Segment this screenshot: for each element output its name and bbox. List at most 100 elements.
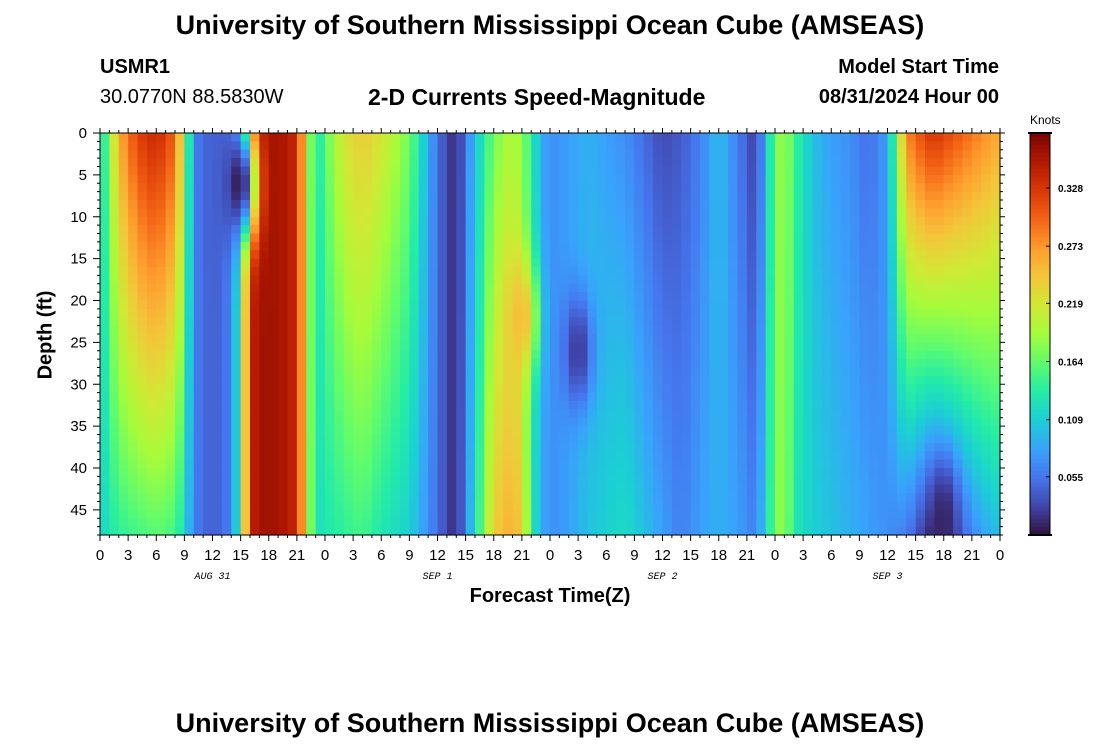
heatmap-cell — [193, 166, 204, 176]
heatmap-cell — [718, 518, 729, 528]
heatmap-cell — [784, 442, 795, 452]
heatmap-cell — [821, 275, 832, 285]
heatmap-cell — [990, 174, 1001, 184]
heatmap-cell — [625, 241, 635, 251]
heatmap-cell — [278, 493, 289, 503]
heatmap-cell — [606, 208, 617, 218]
heatmap-cell — [503, 183, 514, 193]
heatmap-cell — [615, 250, 626, 260]
heatmap-cell — [606, 216, 617, 226]
heatmap-cell — [943, 509, 954, 519]
heatmap-cell — [484, 484, 495, 494]
heatmap-cell — [259, 367, 270, 377]
heatmap-cell — [606, 317, 617, 327]
heatmap-cell — [400, 484, 410, 494]
heatmap-cell — [681, 133, 692, 142]
heatmap-cell — [850, 501, 860, 511]
heatmap-cell — [784, 375, 795, 385]
x-tick-label: 0 — [96, 547, 104, 564]
heatmap-cell — [793, 292, 804, 302]
heatmap-cell — [325, 476, 335, 486]
heatmap-cell — [100, 367, 110, 377]
x-tick-label: 15 — [232, 547, 249, 564]
heatmap-cell — [887, 233, 898, 243]
heatmap-cell — [615, 183, 626, 193]
heatmap-cell — [587, 208, 598, 218]
heatmap-cell — [221, 359, 232, 369]
heatmap-cell — [362, 526, 373, 536]
heatmap-cell — [240, 258, 251, 268]
heatmap-cell — [578, 216, 589, 226]
heatmap-cell — [775, 468, 785, 477]
heatmap-cell — [540, 417, 551, 427]
heatmap-cell — [512, 526, 523, 536]
heatmap-cell — [118, 392, 129, 402]
heatmap-cell — [690, 509, 701, 519]
heatmap-cell — [643, 241, 654, 251]
heatmap-cell — [156, 417, 167, 427]
heatmap-cell — [165, 367, 176, 377]
heatmap-cell — [943, 141, 954, 151]
heatmap-cell — [400, 308, 410, 318]
heatmap-cell — [896, 392, 907, 402]
heatmap-cell — [325, 275, 335, 285]
heatmap-cell — [906, 317, 917, 327]
heatmap-cell — [671, 275, 682, 285]
heatmap-cell — [840, 325, 851, 335]
heatmap-cell — [371, 225, 382, 235]
heatmap-cell — [259, 133, 270, 142]
heatmap-cell — [568, 434, 579, 444]
heatmap-cell — [915, 484, 926, 494]
heatmap-cell — [278, 342, 289, 352]
heatmap-cell — [887, 250, 898, 260]
heatmap-cell — [100, 484, 110, 494]
heatmap-cell — [568, 233, 579, 243]
heatmap-cell — [503, 174, 514, 184]
heatmap-cell — [943, 493, 954, 503]
heatmap-cell — [521, 493, 532, 503]
heatmap-cell — [100, 459, 110, 469]
heatmap-cell — [231, 434, 242, 444]
heatmap-cell — [100, 501, 110, 511]
heatmap-cell — [915, 476, 926, 486]
heatmap-cell — [109, 149, 120, 159]
heatmap-cell — [821, 325, 832, 335]
heatmap-cell — [634, 518, 645, 528]
heatmap-cell — [418, 250, 429, 260]
heatmap-cell — [690, 476, 701, 486]
heatmap-cell — [840, 375, 851, 385]
heatmap-cell — [193, 501, 204, 511]
heatmap-cell — [409, 275, 420, 285]
heatmap-cell — [615, 241, 626, 251]
heatmap-cell — [456, 241, 467, 251]
heatmap-cell — [128, 200, 139, 209]
heatmap-cell — [381, 442, 392, 452]
heatmap-cell — [390, 317, 401, 327]
heatmap-cell — [165, 468, 176, 477]
heatmap-cell — [325, 526, 335, 536]
heatmap-cell — [634, 476, 645, 486]
heatmap-cell — [296, 350, 307, 360]
heatmap-cell — [175, 342, 185, 352]
heatmap-cell — [503, 359, 514, 369]
heatmap-cell — [203, 334, 214, 343]
heatmap-cell — [821, 367, 832, 377]
heatmap-cell — [568, 292, 579, 302]
heatmap-cell — [756, 300, 767, 310]
heatmap-cell — [990, 501, 1001, 511]
heatmap-cell — [259, 426, 270, 436]
heatmap-cell — [803, 451, 814, 461]
heatmap-cell — [784, 417, 795, 427]
date-label: SEP 2 — [647, 572, 677, 583]
heatmap-cell — [821, 225, 832, 235]
heatmap-cell — [100, 225, 110, 235]
heatmap-cell — [503, 158, 514, 168]
heatmap-cell — [446, 342, 457, 352]
heatmap-cell — [943, 308, 954, 318]
heatmap-cell — [484, 442, 495, 452]
heatmap-cell — [250, 442, 260, 452]
heatmap-cell — [465, 476, 476, 486]
heatmap-cell — [981, 468, 992, 477]
heatmap-cell — [306, 417, 317, 427]
heatmap-cell — [512, 250, 523, 260]
